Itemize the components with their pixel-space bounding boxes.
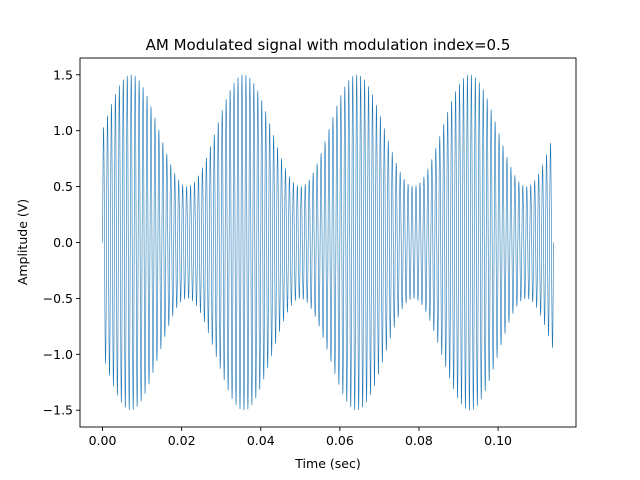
y-tick-label: −1.5 [43,403,73,418]
x-axis-ticks: 0.00 0.02 0.04 0.06 0.08 0.10 [89,427,512,448]
x-axis-label: Time (sec) [294,456,360,471]
x-tick-label: 0.08 [405,433,433,448]
y-tick-label: 1.5 [53,67,73,82]
x-tick-label: 0.06 [326,433,354,448]
signal-layer [102,74,554,411]
am-signal-line [102,74,554,411]
y-axis-ticks: −1.5 −1.0 −0.5 0.0 0.5 1.0 1.5 [43,67,80,418]
plot-area-frame [79,57,577,428]
x-tick-label: 0.10 [484,433,512,448]
y-tick-label: −0.5 [43,291,73,306]
y-axis-label: Amplitude (V) [15,199,30,285]
x-tick-label: 0.02 [168,433,196,448]
y-tick-label: 1.0 [53,123,73,138]
chart-title: AM Modulated signal with modulation inde… [146,36,511,54]
y-tick-label: −1.0 [43,347,73,362]
y-tick-label: 0.0 [53,235,73,250]
x-tick-label: 0.04 [247,433,275,448]
x-tick-label: 0.00 [89,433,117,448]
y-tick-label: 0.5 [53,179,73,194]
